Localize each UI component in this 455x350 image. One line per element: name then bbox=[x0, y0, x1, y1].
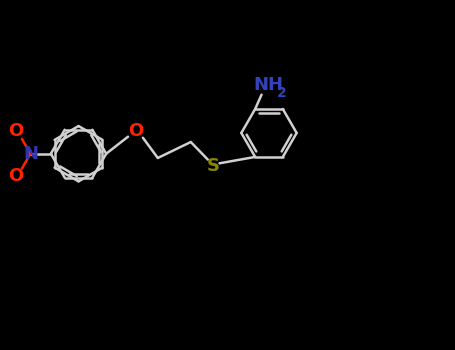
Text: 2: 2 bbox=[277, 86, 287, 100]
Text: S: S bbox=[207, 157, 220, 175]
Text: O: O bbox=[128, 122, 143, 140]
Text: N: N bbox=[23, 145, 38, 163]
Text: O: O bbox=[8, 167, 23, 185]
Text: O: O bbox=[8, 122, 23, 140]
Text: NH: NH bbox=[253, 76, 283, 94]
